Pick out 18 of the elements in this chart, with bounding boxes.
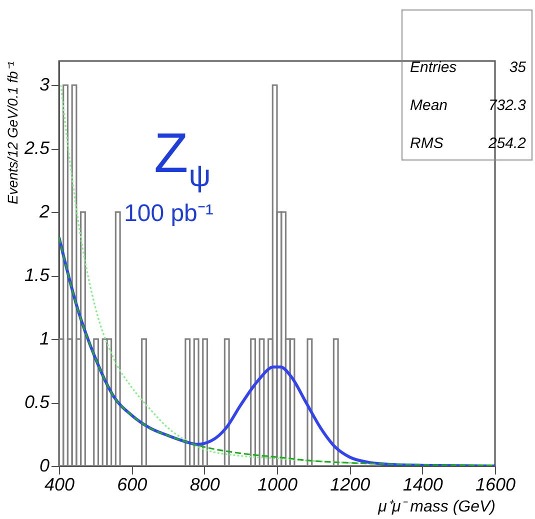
y-tick-label: 2.5 bbox=[23, 138, 50, 158]
x-tick-label: 1000 bbox=[257, 474, 298, 494]
y-tick-label: 0.5 bbox=[24, 392, 50, 412]
y-tick-label: 1 bbox=[39, 328, 50, 349]
x-tick-label: 400 bbox=[44, 474, 75, 494]
y-axis-title: Events/12 GeV/0.1 fb⁻¹ bbox=[4, 61, 20, 204]
x-tick-label: 1200 bbox=[330, 474, 370, 494]
text: Entries 35 bbox=[410, 59, 526, 76]
x-axis-title: μ⁺μ⁻ mass (GeV) bbox=[377, 498, 496, 516]
annotation: 100 pb⁻¹ bbox=[124, 200, 214, 227]
y-tick-label: 2 bbox=[38, 202, 50, 222]
x-tick-label: 1600 bbox=[475, 474, 516, 494]
x-tick-label: 800 bbox=[190, 474, 220, 494]
y-tick-label: 0 bbox=[39, 456, 50, 476]
y-tick-label: 1.5 bbox=[24, 265, 50, 286]
x-tick-label: 1400 bbox=[402, 474, 443, 494]
x-tick-label: 600 bbox=[117, 474, 148, 494]
y-tick-label: 3 bbox=[39, 74, 50, 95]
